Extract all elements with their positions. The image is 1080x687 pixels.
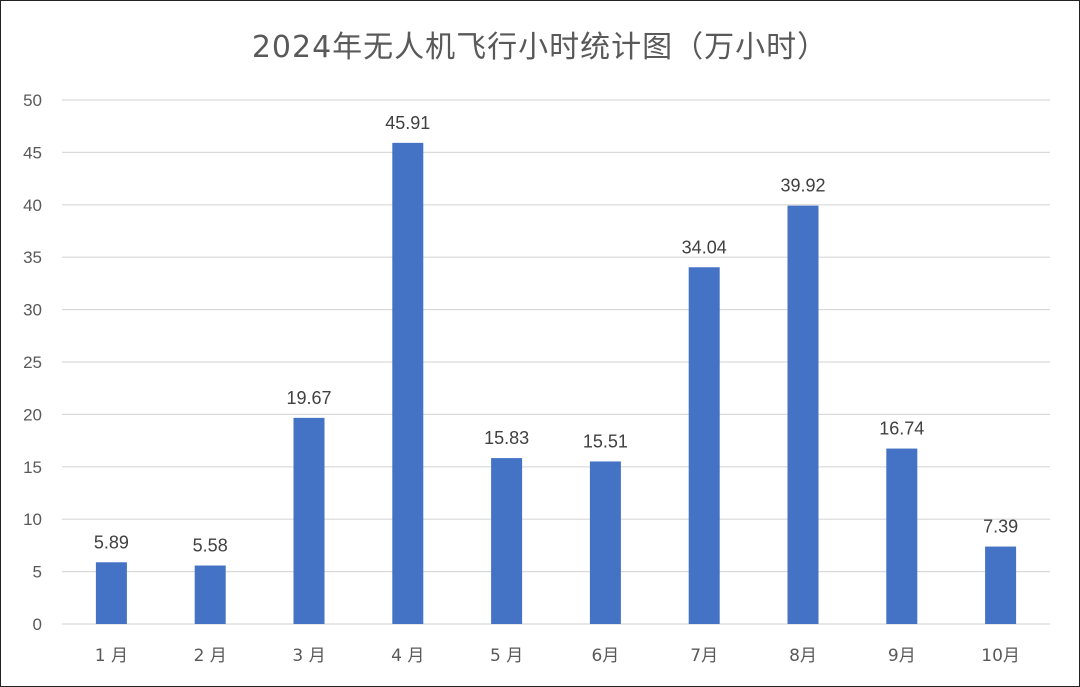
y-tick-label: 20 — [23, 405, 42, 424]
x-tick-label: 2 月 — [194, 646, 227, 666]
y-tick-label: 25 — [23, 353, 42, 372]
y-tick-label: 45 — [23, 143, 42, 162]
bar — [491, 458, 523, 624]
bar — [194, 565, 226, 624]
data-label: 45.91 — [385, 113, 430, 133]
x-tick-label: 1 月 — [95, 646, 128, 666]
y-tick-label: 50 — [23, 91, 42, 110]
x-tick-label: 7月 — [690, 646, 718, 666]
data-label: 19.67 — [286, 388, 331, 408]
bar — [392, 142, 424, 624]
bar — [589, 461, 621, 624]
data-label: 39.92 — [780, 176, 825, 196]
y-axis-ticks: 0 5 10 15 20 25 30 35 40 45 50 — [23, 91, 42, 634]
bar — [886, 448, 918, 624]
data-label: 5.58 — [193, 536, 228, 556]
data-label: 34.04 — [682, 237, 727, 257]
y-tick-label: 0 — [33, 615, 42, 634]
x-tick-label: 6月 — [591, 646, 619, 666]
data-label: 7.39 — [983, 517, 1018, 537]
bars — [95, 142, 1017, 624]
gridlines — [62, 99, 1050, 625]
x-tick-label: 5 月 — [490, 646, 523, 666]
x-tick-label: 9月 — [888, 646, 916, 666]
bar — [95, 562, 127, 624]
x-tick-label: 8月 — [789, 646, 817, 666]
y-tick-label: 35 — [23, 248, 42, 267]
x-tick-label: 4 月 — [391, 646, 424, 666]
y-tick-label: 5 — [33, 563, 42, 582]
bar — [787, 205, 819, 624]
y-tick-label: 30 — [23, 301, 42, 320]
bar — [688, 267, 720, 624]
data-label: 15.83 — [484, 428, 529, 448]
chart-title: 2024年无人机飞行小时统计图（万小时） — [251, 30, 829, 65]
bar — [985, 546, 1017, 624]
x-tick-label: 3 月 — [292, 646, 325, 666]
data-label: 5.89 — [94, 532, 129, 552]
y-tick-label: 15 — [23, 458, 42, 477]
y-tick-label: 10 — [23, 510, 42, 529]
x-tick-label: 10月 — [981, 646, 1020, 666]
data-label: 16.74 — [879, 419, 924, 439]
data-labels: 5.89 5.58 19.67 45.91 15.83 15.51 34.04 39.92 16… — [94, 113, 1018, 556]
y-tick-label: 40 — [23, 196, 42, 215]
x-axis-categories: 1 月 2 月 3 月 4 月 5 月 6月 7月 8月 9月 10月 — [95, 646, 1020, 666]
data-label: 15.51 — [583, 431, 628, 451]
bar — [293, 417, 325, 624]
